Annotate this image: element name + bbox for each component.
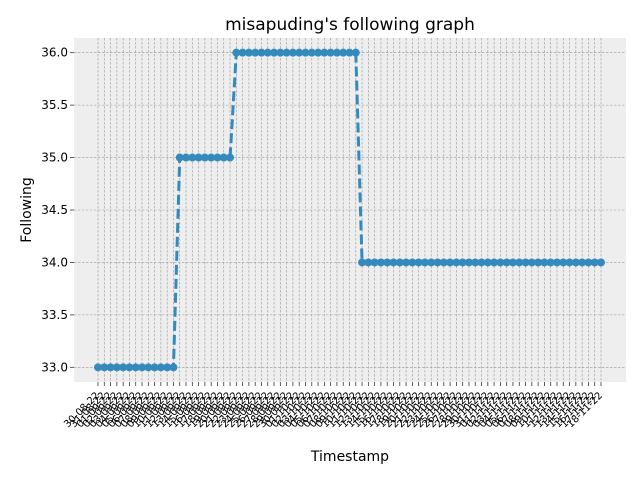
data-point: [597, 258, 605, 267]
data-point: [364, 258, 373, 267]
data-point: [332, 48, 341, 57]
data-point: [527, 258, 536, 267]
y-axis-label: Following: [19, 177, 35, 243]
data-point: [534, 258, 543, 267]
data-point: [584, 258, 593, 267]
data-point: [358, 258, 367, 267]
data-point: [389, 258, 398, 267]
y-tick-label: 34.0: [41, 255, 68, 269]
data-point: [483, 258, 492, 267]
data-point: [270, 48, 279, 57]
data-point: [590, 258, 599, 267]
data-point: [144, 363, 153, 372]
data-point: [232, 48, 241, 57]
data-point: [408, 258, 417, 267]
data-point: [100, 363, 109, 372]
data-point: [471, 258, 480, 267]
data-point: [257, 48, 266, 57]
data-point: [200, 153, 209, 162]
data-point: [119, 363, 128, 372]
data-point: [420, 258, 429, 267]
data-point: [238, 48, 247, 57]
data-point: [559, 258, 568, 267]
data-point: [188, 153, 197, 162]
data-point: [182, 153, 191, 162]
data-point: [131, 363, 140, 372]
data-point: [571, 258, 580, 267]
data-point: [288, 48, 297, 57]
data-point: [565, 258, 574, 267]
grid-lines: [74, 38, 626, 382]
x-axis-ticks: 30-08-2231-08-2201-09-2202-09-2203-09-22…: [62, 382, 605, 430]
data-point: [383, 258, 392, 267]
data-point: [213, 153, 222, 162]
data-point: [251, 48, 260, 57]
data-point: [521, 258, 530, 267]
data-point: [402, 258, 411, 267]
series-layer: [94, 48, 605, 372]
data-point: [414, 258, 423, 267]
data-point: [314, 48, 323, 57]
data-point: [370, 258, 379, 267]
data-point: [307, 48, 316, 57]
data-point: [194, 153, 203, 162]
data-point: [345, 48, 354, 57]
data-point: [433, 258, 442, 267]
data-point: [226, 153, 235, 162]
data-point: [552, 258, 561, 267]
data-point: [446, 258, 455, 267]
y-tick-label: 35.5: [41, 98, 68, 112]
chart-title: misapuding's following graph: [225, 15, 475, 35]
y-tick-label: 36.0: [41, 46, 68, 60]
y-tick-label: 35.0: [41, 151, 68, 165]
x-axis-label: Timestamp: [310, 449, 389, 465]
data-point: [515, 258, 524, 267]
data-point: [320, 48, 329, 57]
data-point: [169, 363, 178, 372]
y-axis-ticks: 33.0 33.5 34.0 34.5 35.0 35.5 36.0: [41, 46, 74, 374]
y-tick-label: 33.0: [41, 360, 68, 374]
data-point: [395, 258, 404, 267]
data-point: [490, 258, 499, 267]
data-point: [540, 258, 549, 267]
data-point: [112, 363, 121, 372]
data-point: [156, 363, 165, 372]
data-point: [175, 153, 184, 162]
data-point: [150, 363, 159, 372]
data-point: [106, 363, 115, 372]
data-point: [502, 258, 511, 267]
data-point: [464, 258, 473, 267]
data-point: [508, 258, 517, 267]
data-point: [244, 48, 253, 57]
data-point: [477, 258, 486, 267]
data-point: [578, 258, 587, 267]
data-point: [163, 363, 172, 372]
data-point: [138, 363, 147, 372]
data-point: [295, 48, 304, 57]
y-tick-label: 34.5: [41, 203, 68, 217]
data-point: [339, 48, 348, 57]
data-point: [276, 48, 285, 57]
data-point: [546, 258, 555, 267]
data-point: [263, 48, 272, 57]
data-point: [376, 258, 385, 267]
data-point: [326, 48, 335, 57]
data-point: [427, 258, 436, 267]
data-point: [452, 258, 461, 267]
data-point: [496, 258, 505, 267]
data-point: [458, 258, 467, 267]
data-point: [219, 153, 228, 162]
data-point: [94, 363, 102, 372]
data-point: [125, 363, 134, 372]
data-point: [439, 258, 448, 267]
data-point: [301, 48, 310, 57]
data-point: [207, 153, 216, 162]
data-point: [351, 48, 360, 57]
data-point: [282, 48, 291, 57]
y-tick-label: 33.5: [41, 308, 68, 322]
